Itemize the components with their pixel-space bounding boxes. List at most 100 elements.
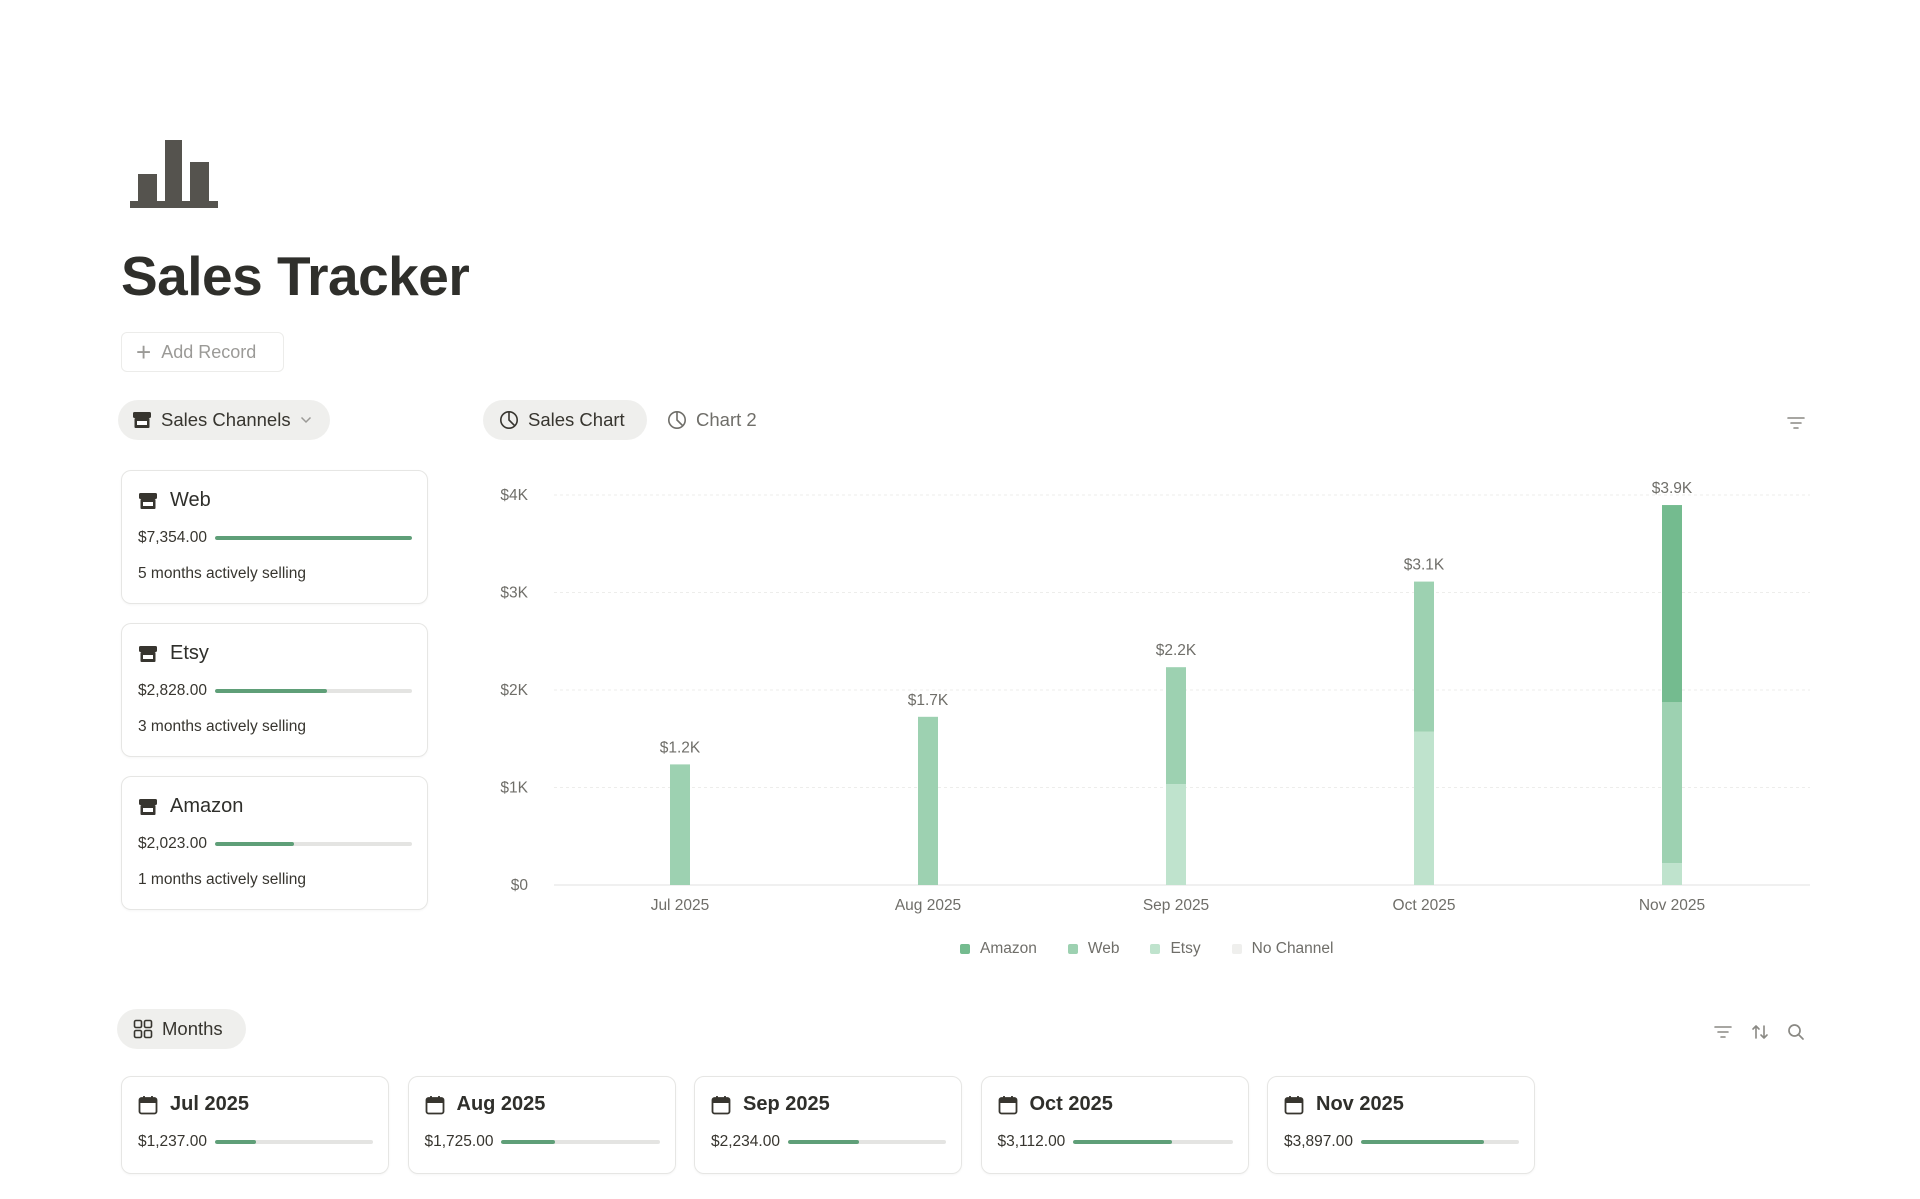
x-tick-label: Sep 2025 [1143,897,1209,914]
view-tab-months[interactable]: Months [117,1009,246,1049]
channel-title: Etsy [138,642,209,665]
channel-name: Web [170,489,211,511]
calendar-icon [1284,1095,1304,1114]
y-tick-label: $1K [500,780,528,797]
bar-segment [670,764,690,885]
progress-bar [1073,1140,1233,1144]
channel-card[interactable]: Etsy $2,828.00 3 months actively selling [121,623,428,757]
storefront-icon [139,645,157,662]
month-amount: $3,112.00 [997,1133,1066,1150]
bar-segment [918,716,938,885]
x-tick-label: Aug 2025 [895,897,961,914]
view-tab-sales-channels[interactable]: Sales Channels [118,400,330,440]
month-card[interactable]: Aug 2025 $1,725.00 [407,1076,676,1174]
chart-legend: Amazon Web Etsy No Channel [960,940,1333,958]
sales-chart: $0 $1K $2K $3K $4K $1.2K Jul 2025 $1.7K Aug 2025… [500,480,1810,914]
x-tick-label: Jul 2025 [651,897,710,914]
chart-filter-button[interactable] [1782,409,1810,437]
channel-amount: $7,354.00 [138,529,207,546]
add-record-button[interactable]: + Add Record [121,332,284,372]
tab-label: Sales Chart [528,409,625,430]
sort-icon [1752,1025,1768,1039]
tab-sales-chart[interactable]: Sales Chart [483,400,647,440]
month-card[interactable]: Jul 2025 $1,237.00 [121,1076,389,1174]
channel-amount: $2,023.00 [138,835,207,852]
progress-fill [1360,1140,1485,1144]
y-tick-label: $2K [500,682,528,699]
channel-amount-row: $2,023.00 [138,835,412,853]
month-card[interactable]: Nov 2025 $3,897.00 [1267,1076,1535,1174]
add-record-label: Add Record [161,341,257,362]
data-label: $1.2K [660,739,701,756]
month-amount-row: $2,234.00 [711,1133,946,1151]
progress-fill [501,1140,556,1144]
month-card[interactable]: Oct 2025 $3,112.00 [980,1076,1249,1174]
data-label: $3.1K [1404,557,1445,574]
month-amount-row: $3,112.00 [998,1133,1233,1151]
month-name: Aug 2025 [456,1093,546,1115]
filter-icon [1714,1026,1732,1038]
channel-name: Amazon [170,795,244,817]
month-amount: $2,234.00 [711,1133,780,1150]
legend-swatch [1067,944,1078,954]
storefront-icon [139,798,157,815]
search-icon [1788,1024,1804,1040]
storefront-icon [139,492,157,509]
legend-item: Amazon [960,940,1037,958]
month-card[interactable]: Sep 2025 $2,234.00 [694,1076,962,1174]
progress-bar [501,1140,660,1144]
channel-amount: $2,828.00 [138,682,207,699]
progress-fill [1073,1140,1172,1144]
month-title: Sep 2025 [711,1093,830,1116]
calendar-icon [138,1095,158,1114]
bar-segment [1662,863,1682,885]
months-search-button[interactable] [1782,1018,1810,1046]
month-amount-row: $3,897.00 [1284,1133,1519,1151]
plus-icon: + [136,337,152,367]
view-tab-label: Months [162,1018,223,1039]
bar-segment [1414,581,1434,732]
month-name: Oct 2025 [1029,1093,1113,1115]
bar-segment [1166,667,1186,785]
channel-name: Etsy [170,642,209,664]
calendar-icon [711,1095,731,1114]
chevron-down-icon [300,416,311,424]
month-name: Nov 2025 [1316,1093,1404,1115]
progress-bar [214,842,412,846]
page-title: Sales Tracker [121,245,470,307]
months-filter-button[interactable] [1709,1018,1737,1046]
progress-bar [214,689,412,693]
months-sort-button[interactable] [1746,1018,1774,1046]
progress-bar [214,1140,373,1144]
legend-swatch [960,944,970,954]
month-amount: $3,897.00 [1284,1133,1353,1150]
channel-card[interactable]: Amazon $2,023.00 1 months actively selling [121,776,428,910]
data-label: $3.9K [1652,480,1693,497]
progress-fill [214,1140,257,1144]
y-tick-label: $0 [511,877,529,894]
calendar-icon [425,1095,444,1114]
channel-subtitle: 3 months actively selling [138,718,306,735]
channel-subtitle: 1 months actively selling [138,871,306,888]
channel-card[interactable]: Web $7,354.00 5 months actively selling [121,470,428,604]
channel-amount-row: $2,828.00 [138,682,412,700]
month-title: Aug 2025 [425,1093,546,1116]
x-tick-label: Oct 2025 [1393,897,1456,914]
tab-chart-2[interactable]: Chart 2 [663,400,783,440]
channel-title: Amazon [138,795,243,818]
data-label: $2.2K [1156,642,1197,659]
legend-label: Amazon [980,940,1037,957]
legend-swatch [1231,944,1242,954]
bar-segment [1662,505,1682,703]
month-amount-row: $1,725.00 [425,1133,660,1151]
month-title: Oct 2025 [998,1093,1113,1116]
tab-label: Chart 2 [696,409,757,430]
channel-subtitle: 5 months actively selling [138,565,306,582]
progress-bar [214,536,412,540]
legend-swatch [1150,944,1161,954]
month-name: Jul 2025 [170,1093,249,1115]
month-name: Sep 2025 [743,1093,830,1115]
calendar-icon [998,1095,1017,1114]
filter-icon [1787,417,1805,429]
legend-label: Web [1087,940,1120,957]
